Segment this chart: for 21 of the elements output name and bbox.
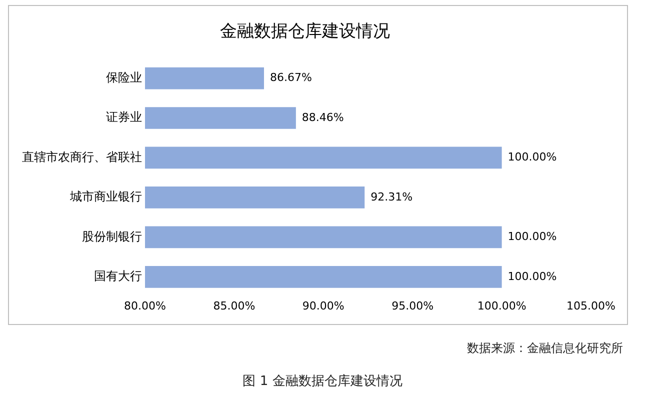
x-tick-label: 105.00% (566, 299, 616, 312)
y-tick-label: 直辖市农商行、省联社 (22, 150, 142, 164)
data-label: 92.31% (370, 190, 413, 204)
y-tick-label: 保险业 (106, 70, 142, 84)
x-tick-label: 85.00% (213, 299, 256, 312)
x-tick-label: 100.00% (477, 299, 526, 312)
data-label: 100.00% (508, 270, 557, 283)
y-tick-label: 股份制银行 (82, 229, 142, 244)
data-label: 86.67% (270, 71, 312, 84)
caption: 图 1 金融数据仓库建设情况 (242, 373, 404, 390)
x-tick-label: 80.00% (124, 299, 166, 312)
data-label: 100.00% (508, 230, 557, 244)
y-tick-label: 证券业 (106, 110, 142, 124)
data-label: 100.00% (508, 150, 557, 164)
x-tick-label: 95.00% (392, 299, 434, 312)
x-tick-label: 90.00% (302, 299, 344, 312)
source-note: 数据来源：金融信息化研究所 (467, 340, 623, 357)
y-tick-label: 国有大行 (94, 269, 142, 284)
y-tick-label: 城市商业银行 (69, 190, 142, 204)
data-label: 88.46% (302, 110, 344, 124)
chart-title: 金融数据仓库建设情况 (220, 22, 390, 42)
